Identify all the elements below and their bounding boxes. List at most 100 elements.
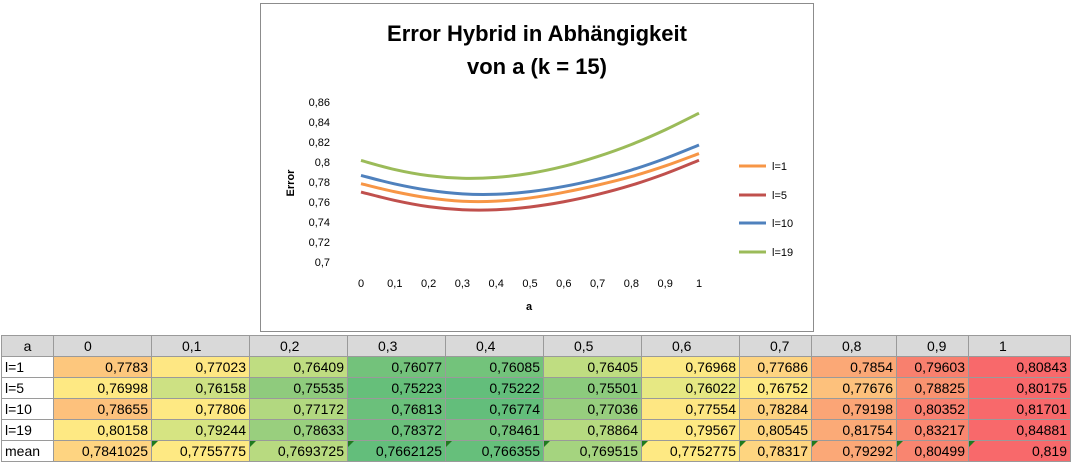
x-tick-label: 0,8 bbox=[624, 278, 639, 290]
legend-label: l=5 bbox=[772, 190, 787, 202]
table-column-header[interactable]: 0,5 bbox=[543, 335, 642, 357]
y-tick-label: 0,86 bbox=[309, 97, 330, 109]
table-cell[interactable]: 0,78284 bbox=[739, 398, 812, 420]
table-cell[interactable]: 0,766355 bbox=[445, 440, 544, 462]
table-cell[interactable]: 0,80545 bbox=[739, 419, 812, 441]
table-cell[interactable]: 0,77172 bbox=[249, 398, 348, 420]
table-row-label[interactable]: l=1 bbox=[1, 356, 54, 378]
table-cell[interactable]: 0,76409 bbox=[249, 356, 348, 378]
table-cell[interactable]: 0,77686 bbox=[739, 356, 812, 378]
table-cell[interactable]: 0,76405 bbox=[543, 356, 642, 378]
table-cell[interactable]: 0,78655 bbox=[53, 398, 152, 420]
table-corner-cell[interactable]: a bbox=[1, 335, 54, 357]
table-cell[interactable]: 0,77554 bbox=[641, 398, 740, 420]
table-cell[interactable]: 0,80499 bbox=[896, 440, 969, 462]
table-cell[interactable]: 0,76998 bbox=[53, 377, 152, 399]
table-cell[interactable]: 0,78633 bbox=[249, 419, 348, 441]
table-cell[interactable]: 0,819 bbox=[968, 440, 1071, 462]
y-axis-title: Error bbox=[285, 169, 297, 197]
table-row: l=5 0,76998 0,76158 0,75535 0,75223 0,75222 0,… bbox=[1, 377, 1071, 399]
table-cell[interactable]: 0,78372 bbox=[347, 419, 446, 441]
series-line-l-1 bbox=[360, 152, 700, 204]
table-cell[interactable]: 0,76158 bbox=[151, 377, 250, 399]
table-cell[interactable]: 0,79244 bbox=[151, 419, 250, 441]
table-cell[interactable]: 0,83217 bbox=[896, 419, 969, 441]
table-cell[interactable]: 0,7752775 bbox=[641, 440, 740, 462]
table-row-label[interactable]: mean bbox=[1, 440, 54, 462]
series-line-l-5 bbox=[360, 158, 700, 212]
table-cell[interactable]: 0,75223 bbox=[347, 377, 446, 399]
table-cell[interactable]: 0,7755775 bbox=[151, 440, 250, 462]
table-cell[interactable]: 0,80175 bbox=[968, 377, 1071, 399]
table-cell[interactable]: 0,79603 bbox=[896, 356, 969, 378]
y-tick-label: 0,78 bbox=[309, 177, 330, 189]
table-cell[interactable]: 0,81754 bbox=[811, 419, 897, 441]
table-cell[interactable]: 0,76085 bbox=[445, 356, 544, 378]
table-cell[interactable]: 0,76968 bbox=[641, 356, 740, 378]
x-tick-label: 0,3 bbox=[455, 278, 470, 290]
legend-label: l=1 bbox=[772, 161, 787, 173]
table-cell[interactable]: 0,769515 bbox=[543, 440, 642, 462]
table-column-header[interactable]: 0,9 bbox=[896, 335, 969, 357]
table-column-header[interactable]: 0,3 bbox=[347, 335, 446, 357]
table-column-header[interactable]: 0,1 bbox=[151, 335, 250, 357]
table-row: l=1 0,7783 0,77023 0,76409 0,76077 0,76085 0,7… bbox=[1, 356, 1071, 378]
legend-label: l=19 bbox=[772, 247, 793, 259]
series-lines bbox=[360, 111, 700, 212]
table-cell[interactable]: 0,80843 bbox=[968, 356, 1071, 378]
table-cell[interactable]: 0,77036 bbox=[543, 398, 642, 420]
table-cell[interactable]: 0,78461 bbox=[445, 419, 544, 441]
table-row-label[interactable]: l=19 bbox=[1, 419, 54, 441]
y-tick-label: 0,84 bbox=[309, 117, 330, 129]
table-cell[interactable]: 0,78825 bbox=[896, 377, 969, 399]
table-cell[interactable]: 0,84881 bbox=[968, 419, 1071, 441]
table-cell[interactable]: 0,78317 bbox=[739, 440, 812, 462]
series-line-l-10 bbox=[360, 143, 700, 196]
table-cell[interactable]: 0,7693725 bbox=[249, 440, 348, 462]
table-column-header[interactable]: 0,8 bbox=[811, 335, 897, 357]
table-cell[interactable]: 0,76752 bbox=[739, 377, 812, 399]
table-column-header[interactable]: 0,7 bbox=[739, 335, 812, 357]
table-row-label[interactable]: l=5 bbox=[1, 377, 54, 399]
table-column-header[interactable]: 1 bbox=[968, 335, 1071, 357]
table-column-header[interactable]: 0 bbox=[53, 335, 152, 357]
table-cell[interactable]: 0,79198 bbox=[811, 398, 897, 420]
y-tick-label: 0,8 bbox=[315, 157, 330, 169]
table-column-header[interactable]: 0,4 bbox=[445, 335, 544, 357]
table-cell[interactable]: 0,76077 bbox=[347, 356, 446, 378]
y-tick-label: 0,82 bbox=[309, 137, 330, 149]
legend: l=1 l=5 l=10 l=19 bbox=[739, 161, 793, 259]
table-cell[interactable]: 0,76774 bbox=[445, 398, 544, 420]
table-cell[interactable]: 0,81701 bbox=[968, 398, 1071, 420]
y-tick-label: 0,72 bbox=[309, 237, 330, 249]
table-cell[interactable]: 0,79567 bbox=[641, 419, 740, 441]
table-cell[interactable]: 0,80158 bbox=[53, 419, 152, 441]
table-cell[interactable]: 0,78864 bbox=[543, 419, 642, 441]
table-cell[interactable]: 0,75222 bbox=[445, 377, 544, 399]
table-cell[interactable]: 0,7662125 bbox=[347, 440, 446, 462]
table-column-header[interactable]: 0,6 bbox=[641, 335, 740, 357]
table-row-mean: mean 0,7841025 0,7755775 0,7693725 0,7662125… bbox=[1, 440, 1071, 462]
table-cell[interactable]: 0,76813 bbox=[347, 398, 446, 420]
table-cell[interactable]: 0,75501 bbox=[543, 377, 642, 399]
table-cell[interactable]: 0,75535 bbox=[249, 377, 348, 399]
x-tick-label: 0 bbox=[358, 278, 364, 290]
table-cell[interactable]: 0,7854 bbox=[811, 356, 897, 378]
table-cell[interactable]: 0,77023 bbox=[151, 356, 250, 378]
x-tick-label: 0,2 bbox=[421, 278, 436, 290]
y-tick-label: 0,74 bbox=[309, 217, 330, 229]
table-cell[interactable]: 0,77676 bbox=[811, 377, 897, 399]
chart-area: Error Hybrid in Abhängigkeit von a (k = … bbox=[260, 3, 814, 332]
table-column-header[interactable]: 0,2 bbox=[249, 335, 348, 357]
x-tick-label: 1 bbox=[696, 278, 702, 290]
table-cell[interactable]: 0,77806 bbox=[151, 398, 250, 420]
table-cell[interactable]: 0,79292 bbox=[811, 440, 897, 462]
y-tick-label: 0,76 bbox=[309, 197, 330, 209]
data-table: a 0 0,1 0,2 0,3 0,4 0,5 0,6 0,7 0,8 0,9 1 l=1 0,778… bbox=[1, 335, 1071, 462]
line-chart: Error Hybrid in Abhängigkeit von a (k = … bbox=[285, 21, 793, 313]
table-cell[interactable]: 0,76022 bbox=[641, 377, 740, 399]
table-cell[interactable]: 0,80352 bbox=[896, 398, 969, 420]
table-cell[interactable]: 0,7783 bbox=[53, 356, 152, 378]
table-row-label[interactable]: l=10 bbox=[1, 398, 54, 420]
table-cell[interactable]: 0,7841025 bbox=[53, 440, 152, 462]
